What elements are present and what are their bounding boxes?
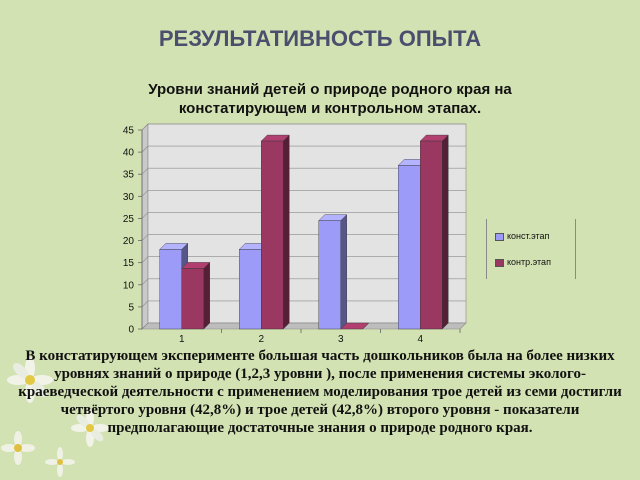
conclusion-text: В констатирующем эксперименте большая ча… <box>18 348 622 436</box>
x-tick-label: 2 <box>258 334 264 345</box>
bar-side <box>283 134 290 330</box>
legend-item-series-1: конст.этап <box>495 231 549 241</box>
bar-front <box>261 140 284 330</box>
y-tick-label: 30 <box>123 192 135 203</box>
x-tick-label: 4 <box>417 334 423 345</box>
gridline <box>141 167 466 175</box>
legend-label: конст.этап <box>507 231 550 241</box>
y-tick-label: 20 <box>123 236 135 247</box>
y-tick-label: 10 <box>123 280 135 291</box>
gridline <box>141 278 466 285</box>
bar-side <box>340 214 347 330</box>
gridline <box>141 234 466 241</box>
bar <box>419 134 449 330</box>
gridline <box>141 145 466 153</box>
y-tick-label: 0 <box>128 325 134 336</box>
bar-front <box>239 249 262 330</box>
chart-title: Уровни знаний детей о природе родного кр… <box>148 81 512 117</box>
y-tick-label: 35 <box>123 170 135 181</box>
bar-front <box>420 140 443 330</box>
y-tick-label: 40 <box>123 148 135 159</box>
y-tick-label: 15 <box>123 258 135 269</box>
bar-side <box>203 261 210 330</box>
chart-y-axis: 0 5 10 15 20 25 30 35 40 45 <box>123 126 143 336</box>
chart-x-axis: 1 2 3 4 <box>179 329 461 345</box>
chart-gridlines <box>141 123 466 330</box>
bar-front <box>318 220 341 330</box>
bar-top <box>340 322 370 330</box>
x-tick-label: 1 <box>179 334 185 345</box>
gridline <box>141 123 466 131</box>
y-tick-label: 45 <box>123 126 135 137</box>
bar-front <box>398 165 421 330</box>
legend-label: контр.этап <box>507 257 551 267</box>
bar <box>260 134 290 330</box>
chart-bars <box>159 134 449 330</box>
bar-side <box>442 134 449 330</box>
plot-side-wall <box>141 123 149 330</box>
chart-legend: конст.этап контр.этап <box>486 219 576 279</box>
bar-front <box>159 249 182 330</box>
legend-item-series-2: контр.этап <box>495 257 551 267</box>
slide-title: РЕЗУЛЬТАТИВНОСТЬ ОПЫТА <box>158 26 482 51</box>
legend-swatch-icon <box>495 232 504 241</box>
gridline <box>141 300 466 308</box>
bar <box>181 261 211 330</box>
gridline <box>141 256 466 263</box>
bar-front <box>181 268 204 330</box>
x-tick-label: 3 <box>338 334 344 345</box>
bar <box>340 322 370 330</box>
legend-swatch-icon <box>495 258 504 267</box>
bar <box>318 214 348 330</box>
gridline <box>141 190 466 197</box>
y-tick-label: 5 <box>128 302 134 313</box>
gridline <box>141 212 466 219</box>
y-tick-label: 25 <box>123 214 135 225</box>
